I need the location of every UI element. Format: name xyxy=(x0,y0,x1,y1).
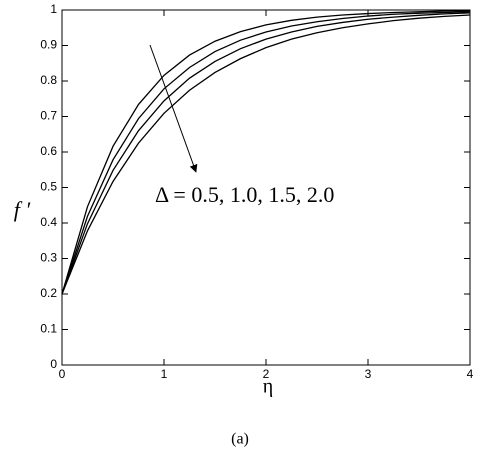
y-tick-label: 0.4 xyxy=(40,215,57,229)
y-tick-label: 0.3 xyxy=(40,251,57,265)
caption: (a) xyxy=(231,431,249,448)
y-tick-label: 1 xyxy=(50,2,57,16)
x-axis-label: η xyxy=(263,376,273,398)
y-tick-label: 0.1 xyxy=(40,322,57,336)
y-tick-label: 0.7 xyxy=(40,109,57,123)
x-tick-label: 2 xyxy=(263,367,270,381)
line xyxy=(61,10,471,295)
line xyxy=(61,14,471,295)
y-tick-label: 0.6 xyxy=(40,144,57,158)
y-tick-label: 0 xyxy=(50,357,57,371)
x-tick-label: 0 xyxy=(59,367,66,381)
y-tick-label: 0.8 xyxy=(40,73,57,87)
x-tick-label: 3 xyxy=(365,367,372,381)
line xyxy=(61,12,471,295)
annotation: Δ = 0.5, 1.0, 1.5, 2.0 xyxy=(155,182,334,207)
y-tick-label: 0.9 xyxy=(40,38,57,52)
y-axis-label: f ′ xyxy=(14,197,32,222)
line xyxy=(61,11,471,295)
x-tick-label: 1 xyxy=(161,367,168,381)
y-tick-label: 0.5 xyxy=(40,180,57,194)
arrow xyxy=(149,44,198,173)
y-tick-label: 0.2 xyxy=(40,286,57,300)
x-tick-label: 4 xyxy=(467,367,474,381)
